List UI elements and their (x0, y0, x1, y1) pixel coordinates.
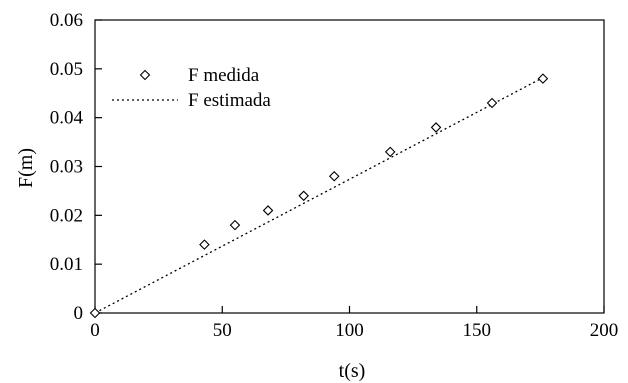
legend-marker-f-medida (139, 69, 151, 81)
legend-label-f-medida: F medida (188, 65, 260, 86)
y-tick-label: 0.01 (50, 254, 83, 275)
legend-diamond (139, 69, 151, 81)
series-layer (89, 73, 549, 319)
data-point (262, 205, 274, 216)
y-tick-label: 0.05 (50, 59, 83, 80)
y-tick-label: 0.04 (50, 108, 84, 129)
data-point (298, 190, 309, 202)
estimated-line (94, 77, 544, 314)
y-axis-ticks: 0 0.01 0.02 0.03 0.04 0.05 0.06 (50, 10, 102, 324)
x-tick-label: 100 (335, 320, 364, 341)
y-tick-label: 0 (74, 303, 84, 324)
y-axis-title: F(m) (15, 148, 37, 188)
data-point (486, 97, 498, 109)
data-point (89, 307, 101, 319)
series-f-medida (89, 73, 549, 319)
y-tick-label: 0.03 (50, 157, 83, 178)
y-tick-label: 0.06 (50, 10, 83, 31)
legend-label-f-estimada: F estimada (188, 90, 271, 111)
x-tick-label: 150 (463, 320, 492, 341)
x-tick-label: 200 (590, 320, 619, 341)
data-point (537, 73, 549, 84)
x-tick-label: 50 (213, 320, 232, 341)
data-point (384, 146, 396, 158)
data-point (430, 122, 442, 133)
x-axis-title: t(s) (339, 360, 366, 382)
data-point (229, 219, 241, 231)
x-axis-ticks: 0 50 100 150 200 (90, 306, 618, 341)
y-tick-label: 0.02 (50, 205, 83, 226)
data-point (199, 239, 210, 250)
series-f-estimada (94, 77, 544, 314)
data-point (328, 170, 340, 182)
plot-frame (94, 19, 605, 314)
axes (94, 19, 605, 314)
x-tick-label: 0 (90, 320, 100, 341)
legend: F medida F estimada (112, 65, 271, 111)
